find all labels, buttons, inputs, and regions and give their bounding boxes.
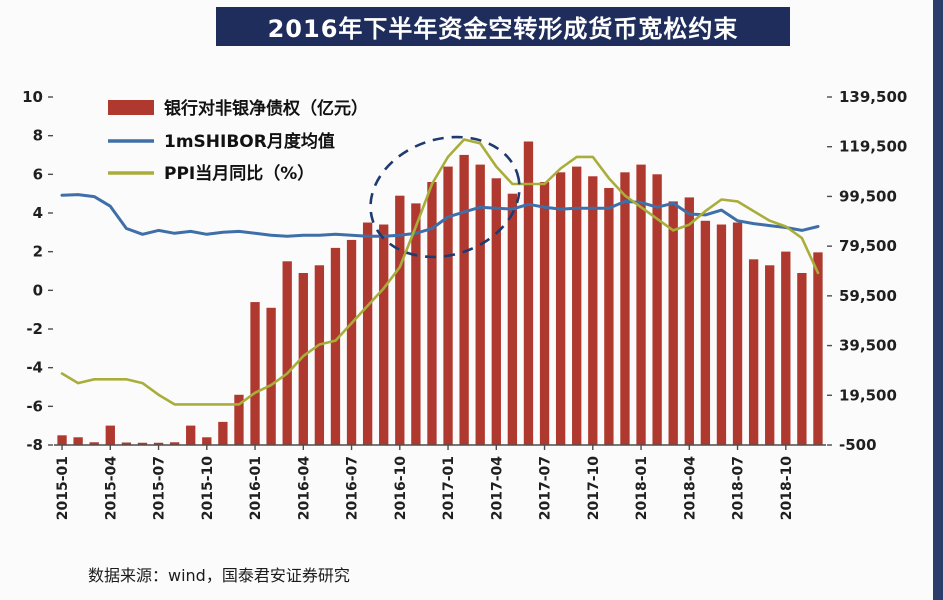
left-axis-tick: 4 bbox=[33, 204, 43, 222]
left-axis-tick: -4 bbox=[26, 359, 43, 377]
left-axis-tick: 8 bbox=[33, 127, 43, 145]
x-axis-tick: 2018-07 bbox=[731, 456, 747, 520]
right-axis-tick: 99,500 bbox=[839, 187, 897, 205]
x-axis-tick: 2018-01 bbox=[634, 456, 650, 520]
right-axis-tick: 119,500 bbox=[839, 138, 907, 156]
axis-labels: 10 8 6 4 2 0 -2 -4 -6 -8 139,500 119,500 99,500 79,50… bbox=[22, 88, 907, 520]
right-axis-tick: 59,500 bbox=[839, 287, 897, 305]
x-axis-tick: 2016-07 bbox=[345, 456, 361, 520]
right-axis-tick: -500 bbox=[839, 436, 877, 454]
combo-chart: 10 8 6 4 2 0 -2 -4 -6 -8 139,500 119,500 99,500 79,50… bbox=[22, 88, 907, 520]
bars-net-claims bbox=[57, 141, 823, 446]
right-axis-tick: 19,500 bbox=[839, 386, 897, 404]
legend: 银行对非银净债权（亿元） 1mSHIBOR月度均值 PPI当月同比（%） bbox=[108, 98, 368, 184]
left-axis-tick: 0 bbox=[33, 281, 43, 299]
x-axis-tick: 2017-04 bbox=[489, 456, 505, 521]
x-axis-tick: 2015-10 bbox=[200, 456, 216, 521]
left-axis-tick: 10 bbox=[22, 88, 43, 106]
right-axis-tick: 139,500 bbox=[839, 88, 907, 106]
left-axis-tick: -8 bbox=[26, 436, 43, 454]
x-axis-tick: 2017-07 bbox=[538, 456, 554, 520]
left-axis-tick: 6 bbox=[33, 165, 43, 183]
left-axis-tick: -6 bbox=[26, 397, 43, 415]
x-axis-tick: 2017-10 bbox=[586, 456, 602, 521]
legend-bar-label: 银行对非银净债权（亿元） bbox=[164, 98, 368, 119]
legend-ppi-label: PPI当月同比（%） bbox=[164, 163, 314, 184]
x-axis-tick: 2018-04 bbox=[682, 456, 698, 521]
left-axis-tick: 2 bbox=[33, 243, 43, 261]
x-axis-tick: 2015-01 bbox=[55, 456, 71, 520]
x-axis-tick: 2018-10 bbox=[779, 456, 795, 521]
x-axis-tick: 2015-04 bbox=[103, 456, 119, 521]
legend-shibor-label: 1mSHIBOR月度均值 bbox=[164, 131, 335, 152]
page-title: 2016年下半年资金空转形成货币宽松约束 bbox=[216, 7, 790, 46]
data-source-note: 数据来源：wind，国泰君安证券研究 bbox=[88, 566, 350, 585]
x-axis-tick: 2016-10 bbox=[393, 456, 409, 521]
x-axis-tick: 2017-01 bbox=[441, 456, 457, 520]
shibor-line bbox=[60, 193, 820, 238]
right-axis-tick: 39,500 bbox=[839, 337, 897, 355]
x-axis-tick: 2015-07 bbox=[152, 456, 168, 520]
accent-strip bbox=[933, 0, 943, 600]
ppi-line bbox=[60, 138, 820, 406]
highlight-ellipse bbox=[369, 135, 521, 259]
x-axis-tick: 2016-01 bbox=[248, 456, 264, 520]
x-axis-tick: 2016-04 bbox=[296, 456, 312, 521]
legend-bar-swatch bbox=[108, 100, 154, 115]
left-axis-tick: -2 bbox=[26, 320, 43, 338]
right-axis-tick: 79,500 bbox=[839, 237, 897, 255]
chart-area: 10 8 6 4 2 0 -2 -4 -6 -8 139,500 119,500 99,500 79,50… bbox=[8, 75, 923, 545]
